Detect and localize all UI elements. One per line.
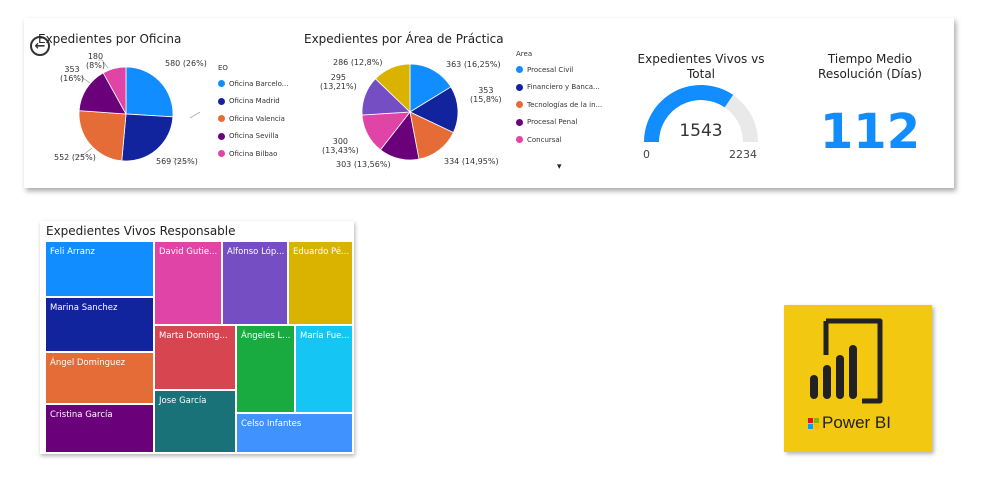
oficina-pie-slice-0[interactable] [125,66,174,118]
treemap-cell-marta-dominguez[interactable]: Marta Doming... [154,325,236,390]
gauge-value: 1543 [679,121,723,141]
area-legend: Area Procesal Civil Financiero y Banca...… [516,50,608,149]
back-arrow-icon[interactable]: ← [30,36,50,56]
area-legend-label: Tecnologías de la in... [527,100,603,109]
treemap-cell-celso-infantes[interactable]: Celso Infantes [236,413,353,453]
area-legend-item[interactable]: Financiero y Banca... [516,79,608,97]
area-label-concursal: 300 (13,43%) [322,137,359,155]
treemap-title: Expedientes Vivos Responsable [46,224,236,238]
area-legend-marker [516,136,523,144]
oficina-pie-slice-4[interactable] [102,66,127,116]
oficina-legend-label: Oficina Bilbao [229,149,278,158]
oficina-label-madrid: 569 (25%) [156,157,198,166]
oficina-legend-label: Oficina Valencia [229,114,285,123]
area-legend-item[interactable]: Tecnologías de la in... [516,96,608,114]
area-legend-item[interactable]: Procesal Civil [516,61,608,79]
oficina-legend-label: Oficina Madrid [229,97,280,106]
oficina-legend: EO Oficina Barcelo... Oficina Madrid Ofici… [218,64,296,163]
gauge-min: 0 [643,148,650,161]
power-bi-chart-icon [808,318,883,429]
oficina-pie-chart[interactable] [40,48,220,173]
gauge-fill [644,85,734,142]
oficina-label-barcelona: 580 (26%) [165,59,207,68]
area-legend-marker [516,101,523,109]
kpi-value: 112 [819,104,921,160]
oficina-pie-slice-2[interactable] [78,110,127,162]
oficina-label-valencia: 552 (25%) [54,153,96,162]
oficina-legend-title: EO [218,64,228,72]
oficina-pie-slice-1[interactable] [121,113,174,162]
oficina-legend-item[interactable]: Oficina Madrid [218,93,296,111]
treemap-cell-david-gutierrez[interactable]: David Gutie... [154,241,222,325]
gauge-chart[interactable] [636,80,766,150]
area-legend-marker [516,83,523,91]
oficina-legend-label: Oficina Sevilla [229,132,279,141]
kpi-title-line2: Resolución (Días) [818,67,922,81]
treemap-cell-cristina-garcia[interactable]: Cristina García [45,404,154,453]
area-legend-item[interactable]: Concursal [516,131,608,149]
power-bi-logo-text: Power BI [822,413,891,432]
area-legend-marker [516,66,523,74]
gauge-max: 2234 [729,148,757,161]
area-label-slice-6: 295 (13,21%) [320,73,357,91]
kpi-title: Tiempo Medio Resolución (Días) [806,52,934,82]
treemap-cell-feli-arranz[interactable]: Feli Arranz [45,241,154,297]
area-pie-slice-1[interactable] [409,86,459,134]
area-pie-slice-0[interactable] [409,63,452,113]
treemap-cell-angeles-l[interactable]: Ángeles L... [236,325,295,413]
area-label-procesal-civil: 363 (16,25%) [446,60,501,69]
area-label-procesal-penal: 303 (13,56%) [336,160,391,169]
treemap-cell-alfonso-lopez[interactable]: Alfonso Lóp... [222,241,288,325]
treemap-cell-maria-fuentes[interactable]: María Fue... [295,325,353,413]
gauge-title: Expedientes Vivos vs Total [636,52,766,82]
treemap-cell-marina-sanchez[interactable]: Marina Sanchez [45,297,154,352]
treemap-chart: Feli Arranz Marina Sanchez Ángel Domingu… [45,241,353,453]
legend-scroll-down-icon[interactable]: ▾ [557,162,562,172]
oficina-legend-item[interactable]: Oficina Valencia [218,110,296,128]
oficina-label-sevilla: 353 (16%) [60,65,85,83]
oficina-legend-marker [218,80,225,88]
treemap-cell-angel-dominguez[interactable]: Ángel Dominguez [45,352,154,404]
oficina-pie-slice-3[interactable] [78,72,127,115]
top-visuals-card [24,18,954,188]
area-label-financiero: 353 (15,8%) [470,86,502,104]
oficina-legend-label: Oficina Barcelo... [229,79,289,88]
oficina-legend-marker [218,97,225,105]
kpi-title-line1: Tiempo Medio [827,52,913,66]
power-bi-logo: Power BI [784,305,932,452]
area-legend-marker [516,118,523,126]
area-label-slice-7: 286 (12,8%) [333,58,383,67]
oficina-legend-marker [218,115,225,123]
oficina-label-bilbao: 180 (8%) [86,52,105,70]
oficina-legend-item[interactable]: Oficina Bilbao [218,145,296,163]
oficina-legend-marker [218,150,225,158]
oficina-chart-title: Expedientes por Oficina [38,32,182,46]
oficina-legend-item[interactable]: Oficina Barcelo... [218,75,296,93]
treemap-cell-eduardo-perez[interactable]: Eduardo Pé... [288,241,353,325]
gauge-title-line1: Expedientes Vivos vs [637,52,765,66]
oficina-legend-item[interactable]: Oficina Sevilla [218,128,296,146]
oficina-legend-marker [218,132,225,140]
area-legend-title: Area [516,50,533,58]
area-pie-slice-6[interactable] [374,63,411,113]
area-legend-item[interactable]: Procesal Penal [516,114,608,132]
area-chart-title: Expedientes por Área de Práctica [304,32,504,46]
area-label-tecnologias: 334 (14,95%) [444,157,499,166]
area-pie-chart[interactable] [340,50,480,175]
area-legend-label: Financiero y Banca... [527,83,600,92]
area-legend-label: Procesal Penal [527,118,578,127]
treemap-cell-jose-garcia[interactable]: Jose García [154,390,236,453]
gauge-title-line2: Total [686,67,716,81]
area-legend-label: Procesal Civil [527,65,574,74]
area-legend-label: Concursal [527,135,562,144]
